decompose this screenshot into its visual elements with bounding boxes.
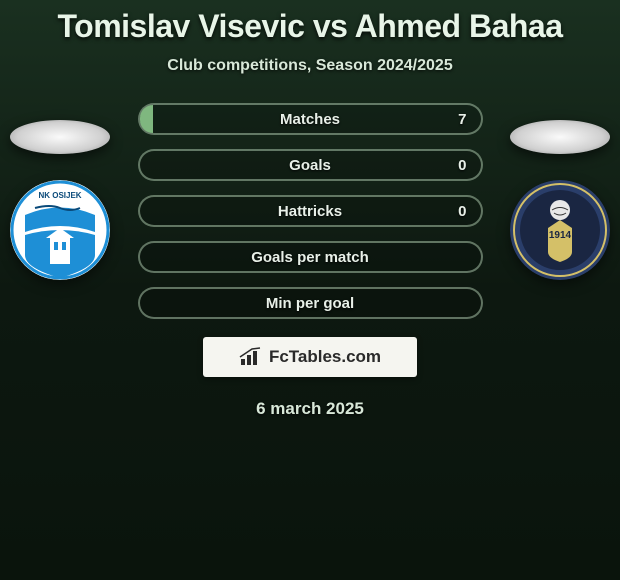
stat-label: Goals per match xyxy=(251,249,369,266)
player-left-photo-placeholder xyxy=(10,120,110,154)
player-right-photo-placeholder xyxy=(510,120,610,154)
stat-bar-hattricks: Hattricks 0 xyxy=(138,195,483,227)
club-logo-left: NK OSIJEK xyxy=(10,180,110,280)
stat-bar-matches: Matches 7 xyxy=(138,103,483,135)
stat-label: Min per goal xyxy=(266,295,354,312)
chart-icon xyxy=(239,347,263,367)
svg-text:NK OSIJEK: NK OSIJEK xyxy=(38,191,81,200)
stat-bar-goals: Goals 0 xyxy=(138,149,483,181)
page-title: Tomislav Visevic vs Ahmed Bahaa xyxy=(0,0,620,45)
club-logo-right: 1914 NK LOKOMOTIVA xyxy=(510,180,610,280)
stat-value: 0 xyxy=(458,203,466,220)
stat-value: 0 xyxy=(458,157,466,174)
lokomotiva-logo-icon: 1914 NK LOKOMOTIVA xyxy=(510,180,610,280)
stat-fill xyxy=(140,105,154,133)
stat-bar-min-per-goal: Min per goal xyxy=(138,287,483,319)
date-label: 6 march 2025 xyxy=(0,399,620,419)
stats-container: Matches 7 Goals 0 Hattricks 0 Goals per … xyxy=(138,103,483,319)
subtitle: Club competitions, Season 2024/2025 xyxy=(0,57,620,75)
stat-label: Matches xyxy=(280,111,340,128)
player-right-column: 1914 NK LOKOMOTIVA xyxy=(510,120,610,280)
stat-value: 7 xyxy=(458,111,466,128)
branding-text: FcTables.com xyxy=(269,347,381,367)
branding-badge: FcTables.com xyxy=(203,337,417,377)
player-left-column: NK OSIJEK xyxy=(10,120,110,280)
svg-text:1914: 1914 xyxy=(549,230,572,241)
stat-label: Hattricks xyxy=(278,203,342,220)
osijek-logo-icon: NK OSIJEK xyxy=(10,180,110,280)
stat-label: Goals xyxy=(289,157,331,174)
stat-bar-goals-per-match: Goals per match xyxy=(138,241,483,273)
